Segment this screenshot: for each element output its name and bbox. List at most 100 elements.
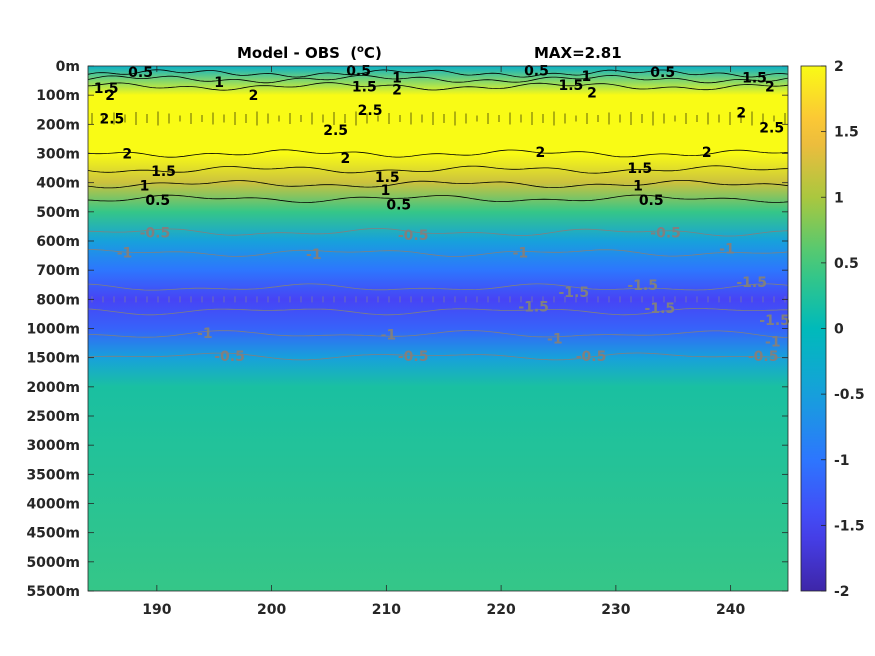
contour-label: 0.5 [386, 198, 411, 214]
contour-label: -1.5 [759, 313, 790, 329]
y-tick-label: 2500m [26, 409, 80, 425]
contour-label: 0.5 [524, 63, 549, 79]
chart-title-close: ) [375, 44, 382, 62]
contour-line [88, 308, 788, 316]
contour-label: -1 [513, 246, 529, 262]
contour-label: -1 [765, 335, 781, 351]
contour-label: 0.5 [128, 65, 153, 81]
x-tick-label: 220 [486, 602, 515, 618]
contour-line [88, 165, 788, 174]
contour-label: -0.5 [650, 225, 681, 241]
contour-label: -0.5 [398, 349, 429, 365]
y-axis: 0m 100m 200m 300m 400m 500m 600m 700m 800m 1000m 1… [26, 59, 788, 600]
contour-line [88, 330, 788, 338]
chart-title-main: Model - OBS [237, 44, 340, 62]
contour-label: 1.5 [558, 78, 583, 94]
contour-label: -1.5 [645, 301, 676, 317]
contour-lines [88, 69, 788, 361]
contour-line [88, 149, 788, 158]
chart-title-unit: C [364, 44, 375, 62]
y-tick-label: 4000m [26, 497, 80, 513]
y-tick-label: 1000m [26, 322, 80, 338]
contour-line [88, 69, 788, 78]
y-tick-label: 3000m [26, 438, 80, 454]
contour-label: -1.5 [558, 285, 589, 301]
y-tick-label: 200m [36, 117, 80, 133]
contour-line [88, 82, 788, 91]
colorbar-tick-label: 0.5 [834, 256, 859, 272]
x-axis: 190 200 210 220 230 240 [142, 66, 745, 618]
contour-label: 0.5 [145, 193, 170, 209]
contour-texture [91, 111, 786, 303]
chart-title-open: ( [350, 44, 357, 62]
contour-label: -0.5 [398, 228, 429, 244]
contour-label: -0.5 [214, 349, 245, 365]
contour-label: 1 [633, 179, 643, 195]
y-tick-label: 2000m [26, 380, 80, 396]
contour-label: 2 [736, 106, 746, 122]
contour-label: 0.5 [346, 63, 371, 79]
y-tick-label: 5500m [26, 584, 80, 600]
x-tick-label: 240 [716, 602, 745, 618]
contour-label: 2.5 [358, 103, 383, 119]
heatmap-field [88, 66, 788, 591]
x-tick-label: 200 [257, 602, 286, 618]
colorbar-ticks: 2 1.5 1 0.5 0 -0.5 -1 -1.5 -2 [821, 59, 865, 600]
contour-line [88, 352, 788, 361]
contour-line [88, 194, 788, 203]
contour-line [88, 74, 788, 84]
contour-label: -1 [117, 246, 133, 262]
colorbar-tick-label: -2 [834, 584, 850, 600]
contour-label: -1.5 [736, 275, 767, 291]
contour-label: 1.5 [94, 81, 119, 97]
contour-label: -1 [306, 247, 322, 263]
contour-line [88, 180, 788, 189]
contour-label: -1 [197, 326, 213, 342]
y-tick-label: 300m [36, 147, 80, 163]
contour-label: 1.5 [352, 79, 377, 95]
chart-title: Model - OBS (oC) [237, 44, 382, 62]
contour-label: 1 [381, 183, 391, 199]
contour-label: 2.5 [323, 123, 348, 139]
chart-subtitle: MAX=2.81 [534, 44, 622, 62]
colorbar-tick-label: 0 [834, 322, 844, 338]
contour-label: -0.5 [576, 349, 607, 365]
colorbar-tick-label: 1 [834, 190, 844, 206]
colorbar-tick-label: -0.5 [834, 387, 865, 403]
contour-line [88, 249, 788, 257]
contour-label: 2 [105, 88, 115, 104]
y-tick-label: 4500m [26, 526, 80, 542]
contour-label: 2 [765, 79, 775, 95]
contour-label: -1.5 [627, 278, 658, 294]
contour-label: 1 [140, 179, 150, 195]
contour-label: 1 [392, 71, 402, 87]
colorbar-tick-label: 1.5 [834, 125, 859, 141]
contour-label: 0.5 [650, 65, 675, 81]
y-tick-label: 100m [36, 88, 80, 104]
y-tick-label: 1500m [26, 351, 80, 367]
contour-label: 2 [702, 145, 712, 161]
y-tick-label: 500m [36, 205, 80, 221]
contour-label: 1.5 [375, 170, 400, 186]
contour-label: 1 [214, 75, 224, 91]
contour-label: 1 [581, 69, 591, 85]
contour-label: 2 [587, 85, 597, 101]
contour-label: 2 [536, 145, 546, 161]
contour-label: 2 [122, 147, 132, 163]
contour-label: -1 [547, 332, 563, 348]
y-tick-label: 3500m [26, 467, 80, 483]
colorbar-tick-label: 2 [834, 59, 844, 75]
x-tick-label: 190 [142, 602, 171, 618]
contour-label: 1.5 [742, 71, 767, 87]
y-tick-label: 400m [36, 176, 80, 192]
y-tick-label: 0m [56, 59, 80, 75]
contour-label: -1 [719, 241, 735, 257]
contour-line [88, 283, 788, 291]
contour-label: 0.5 [639, 193, 664, 209]
contour-label: 2.5 [99, 112, 124, 128]
contour-label: -0.5 [748, 349, 779, 365]
contour-label: -0.5 [140, 225, 171, 241]
